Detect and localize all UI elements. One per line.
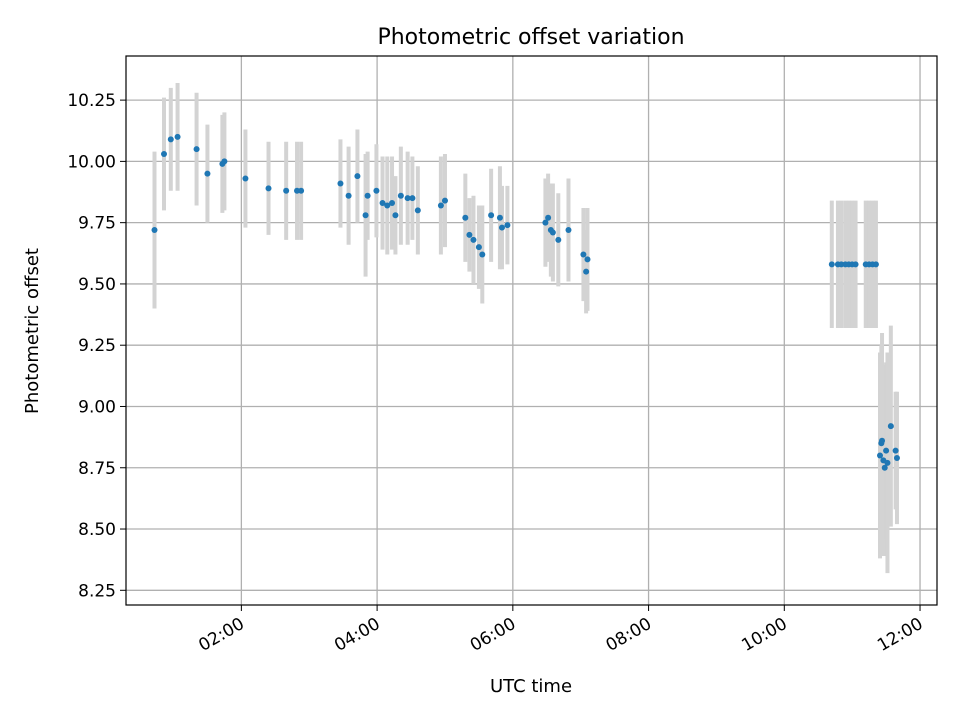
x-axis-ticks: 02:00 04:00 06:00 08:00 10:00 12:00 bbox=[195, 605, 927, 656]
data-point bbox=[475, 244, 482, 251]
data-points bbox=[151, 133, 900, 471]
y-tick-label: 10.00 bbox=[67, 152, 116, 172]
data-point bbox=[437, 202, 444, 209]
data-point bbox=[892, 447, 899, 454]
data-point bbox=[404, 195, 411, 202]
data-point bbox=[872, 261, 879, 268]
data-point bbox=[364, 192, 371, 199]
x-axis-label: UTC time bbox=[490, 676, 572, 697]
data-point bbox=[887, 423, 894, 430]
data-point bbox=[462, 214, 469, 221]
data-point bbox=[542, 219, 549, 226]
data-point bbox=[337, 180, 344, 187]
data-point bbox=[504, 222, 511, 229]
data-point bbox=[441, 197, 448, 204]
grid bbox=[126, 56, 937, 605]
data-point bbox=[470, 236, 477, 243]
data-point bbox=[389, 200, 396, 207]
data-point bbox=[161, 151, 168, 158]
data-point bbox=[193, 146, 200, 153]
data-point bbox=[392, 212, 399, 219]
x-tick-label: 06:00 bbox=[467, 614, 519, 656]
data-point bbox=[204, 170, 211, 177]
data-point bbox=[852, 261, 859, 268]
data-point bbox=[488, 212, 495, 219]
y-tick-label: 9.25 bbox=[78, 336, 116, 356]
data-point bbox=[362, 212, 369, 219]
data-point bbox=[221, 158, 228, 165]
x-tick-label: 12:00 bbox=[874, 614, 926, 656]
data-point bbox=[466, 231, 473, 238]
y-tick-label: 8.50 bbox=[78, 520, 116, 540]
data-point bbox=[345, 192, 352, 199]
data-point bbox=[893, 454, 900, 461]
data-point bbox=[496, 214, 503, 221]
data-point bbox=[479, 251, 486, 258]
data-point bbox=[583, 268, 590, 275]
data-point bbox=[580, 251, 587, 258]
error-bars bbox=[152, 82, 899, 574]
y-tick-label: 8.25 bbox=[78, 581, 116, 601]
data-point bbox=[884, 459, 891, 466]
data-point bbox=[174, 133, 181, 140]
data-point bbox=[879, 437, 886, 444]
data-point bbox=[883, 447, 890, 454]
y-axis-ticks: 8.25 8.50 8.75 9.00 9.25 9.50 9.75 10.00 10.25 bbox=[67, 91, 126, 601]
data-point bbox=[283, 187, 290, 194]
data-point bbox=[555, 236, 562, 243]
data-point bbox=[265, 185, 272, 192]
data-point bbox=[876, 452, 883, 459]
x-tick-label: 10:00 bbox=[738, 614, 790, 656]
data-point bbox=[549, 229, 556, 236]
data-point bbox=[409, 195, 416, 202]
y-axis-label: Photometric offset bbox=[22, 248, 43, 414]
x-tick-label: 02:00 bbox=[195, 614, 247, 656]
data-point bbox=[545, 214, 552, 221]
y-tick-label: 8.75 bbox=[78, 459, 116, 479]
data-point bbox=[414, 207, 421, 214]
data-point bbox=[828, 261, 835, 268]
data-point bbox=[565, 227, 572, 234]
data-point bbox=[584, 256, 591, 263]
data-point bbox=[397, 192, 404, 199]
x-tick-label: 04:00 bbox=[331, 614, 383, 656]
data-point bbox=[881, 464, 888, 471]
data-point bbox=[151, 227, 158, 234]
y-tick-label: 9.00 bbox=[78, 397, 116, 417]
data-point bbox=[167, 136, 174, 143]
data-point bbox=[498, 224, 505, 231]
y-tick-label: 9.75 bbox=[78, 214, 116, 234]
data-point bbox=[354, 173, 361, 180]
chart-title: Photometric offset variation bbox=[377, 25, 684, 50]
y-tick-label: 9.50 bbox=[78, 275, 116, 295]
x-tick-label: 08:00 bbox=[603, 614, 655, 656]
data-point bbox=[379, 200, 386, 207]
data-point bbox=[242, 175, 249, 182]
plot-area-frame bbox=[125, 55, 938, 606]
data-point bbox=[298, 187, 305, 194]
data-point bbox=[384, 202, 391, 209]
y-tick-label: 10.25 bbox=[67, 91, 116, 111]
data-point bbox=[373, 187, 380, 194]
